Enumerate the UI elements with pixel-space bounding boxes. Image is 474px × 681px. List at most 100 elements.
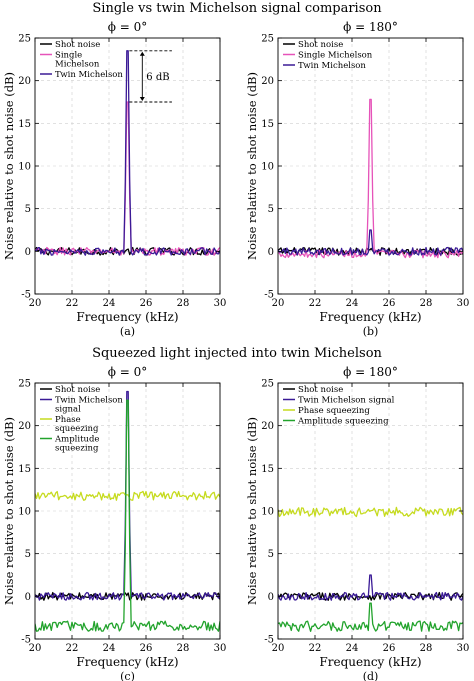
y-tick-label: 20	[261, 76, 274, 87]
x-tick-label: 30	[214, 643, 227, 654]
x-tick-label: 20	[272, 298, 285, 309]
legend-label-phase: Phase	[55, 415, 81, 425]
y-tick-label: 5	[25, 204, 31, 215]
legend-label-single: Michelson	[55, 60, 100, 70]
y-tick-label: 25	[261, 34, 274, 45]
x-tick-label: 28	[420, 298, 433, 309]
x-tick-label: 28	[420, 643, 433, 654]
legend-label-twin: Twin Michelson	[298, 61, 366, 71]
x-tick-label: 26	[383, 643, 396, 654]
bottom-section-title: Squeezed light injected into twin Michel…	[92, 346, 382, 361]
legend-label-twin: Twin Michelson	[55, 396, 123, 406]
y-axis-label: Noise relative to shot noise (dB)	[245, 72, 259, 260]
panel-title: ϕ = 0°	[108, 365, 148, 379]
series-amplitude-line	[278, 602, 463, 632]
y-tick-label: 10	[18, 507, 31, 518]
panel-c: -5 0 5 10 15 20 25 20 22 24 26 28 30 ϕ = 0° Frequency …	[2, 365, 226, 681]
y-tick-label: 0	[25, 592, 31, 603]
legend-label-shot: Shot noise	[298, 40, 343, 50]
x-axis-label: Frequency (kHz)	[319, 655, 421, 669]
series-group	[278, 506, 463, 632]
y-tick-label: 15	[18, 119, 31, 130]
legend-label-phase: squeezing	[55, 424, 99, 434]
top-section-title: Single vs twin Michelson signal comparis…	[92, 1, 382, 16]
x-tick-label: 20	[29, 298, 42, 309]
x-tick-label: 26	[140, 298, 153, 309]
y-axis-label: Noise relative to shot noise (dB)	[2, 72, 16, 260]
series-phase-line	[35, 490, 220, 501]
x-tick-label: 30	[457, 643, 470, 654]
y-tick-label: 20	[261, 421, 274, 432]
series-phase-line	[278, 506, 463, 518]
series-amplitude-line	[35, 399, 220, 632]
series-group	[35, 50, 220, 256]
panel-caption: (c)	[120, 670, 135, 681]
x-axis-label: Frequency (kHz)	[319, 310, 421, 324]
x-tick-label: 30	[214, 298, 227, 309]
panel-b: -5 0 5 10 15 20 25 20 22 24 26 28 30 ϕ = 180° Frequenc…	[245, 20, 469, 338]
y-tick-label: -5	[21, 290, 31, 301]
legend-label-phase: Phase squeezing	[298, 406, 370, 416]
y-axis-label: Noise relative to shot noise (dB)	[245, 417, 259, 605]
x-tick-label: 26	[140, 643, 153, 654]
panel-caption: (a)	[120, 325, 135, 338]
y-tick-label: -5	[21, 635, 31, 646]
legend-label-single: Single	[55, 51, 82, 61]
annotation-label: 6 dB	[146, 72, 169, 83]
x-tick-label: 22	[309, 298, 322, 309]
panel-caption: (b)	[363, 325, 379, 338]
x-tick-label: 30	[457, 298, 470, 309]
legend-label-twin: Twin Michelson signal	[298, 396, 395, 406]
y-tick-label: -5	[264, 290, 274, 301]
panel-a: -5 0 5 10 15 20 25 20 22 24 26 28 30 ϕ = 0° Frequency …	[2, 20, 226, 338]
x-tick-label: 24	[346, 298, 359, 309]
legend-label-shot: Shot noise	[298, 385, 343, 395]
x-tick-label: 24	[103, 298, 116, 309]
panel-title: ϕ = 0°	[108, 20, 148, 34]
y-tick-label: -5	[264, 635, 274, 646]
x-tick-label: 22	[66, 298, 79, 309]
x-tick-label: 24	[103, 643, 116, 654]
legend-label-single: Single Michelson	[298, 51, 373, 61]
y-tick-label: 0	[268, 247, 274, 258]
y-tick-label: 20	[18, 421, 31, 432]
legend-label-shot: Shot noise	[55, 40, 100, 50]
y-tick-label: 25	[18, 34, 31, 45]
series-twin-line	[35, 50, 220, 256]
legend-label-amplitude: Amplitude squeezing	[297, 417, 389, 427]
y-tick-label: 0	[268, 592, 274, 603]
y-axis-label: Noise relative to shot noise (dB)	[2, 417, 16, 605]
x-tick-label: 22	[309, 643, 322, 654]
y-tick-label: 15	[261, 464, 274, 475]
legend-label-amplitude: Amplitude	[54, 435, 99, 445]
x-axis-label: Frequency (kHz)	[76, 655, 178, 669]
legend-label-amplitude: squeezing	[55, 444, 99, 454]
series-single-line	[278, 98, 463, 259]
series-twin-line	[278, 574, 463, 601]
y-tick-label: 15	[261, 119, 274, 130]
y-tick-label: 10	[18, 162, 31, 173]
series-group	[278, 98, 463, 259]
x-axis-label: Frequency (kHz)	[76, 310, 178, 324]
x-tick-label: 24	[346, 643, 359, 654]
annotation-arrow-head-down	[139, 97, 145, 101]
x-tick-label: 22	[66, 643, 79, 654]
y-tick-label: 5	[268, 204, 274, 215]
legend-label-twin: Twin Michelson	[55, 70, 123, 80]
series-twin-line	[278, 229, 463, 256]
x-tick-label: 28	[177, 643, 190, 654]
y-tick-label: 15	[18, 464, 31, 475]
series-single-line	[35, 101, 220, 256]
legend-label-shot: Shot noise	[55, 385, 100, 395]
x-tick-label: 28	[177, 298, 190, 309]
y-tick-label: 0	[25, 247, 31, 258]
series-group	[35, 390, 220, 632]
panel-title: ϕ = 180°	[343, 20, 398, 34]
y-tick-label: 10	[261, 162, 274, 173]
y-tick-label: 20	[18, 76, 31, 87]
y-tick-label: 25	[261, 379, 274, 390]
